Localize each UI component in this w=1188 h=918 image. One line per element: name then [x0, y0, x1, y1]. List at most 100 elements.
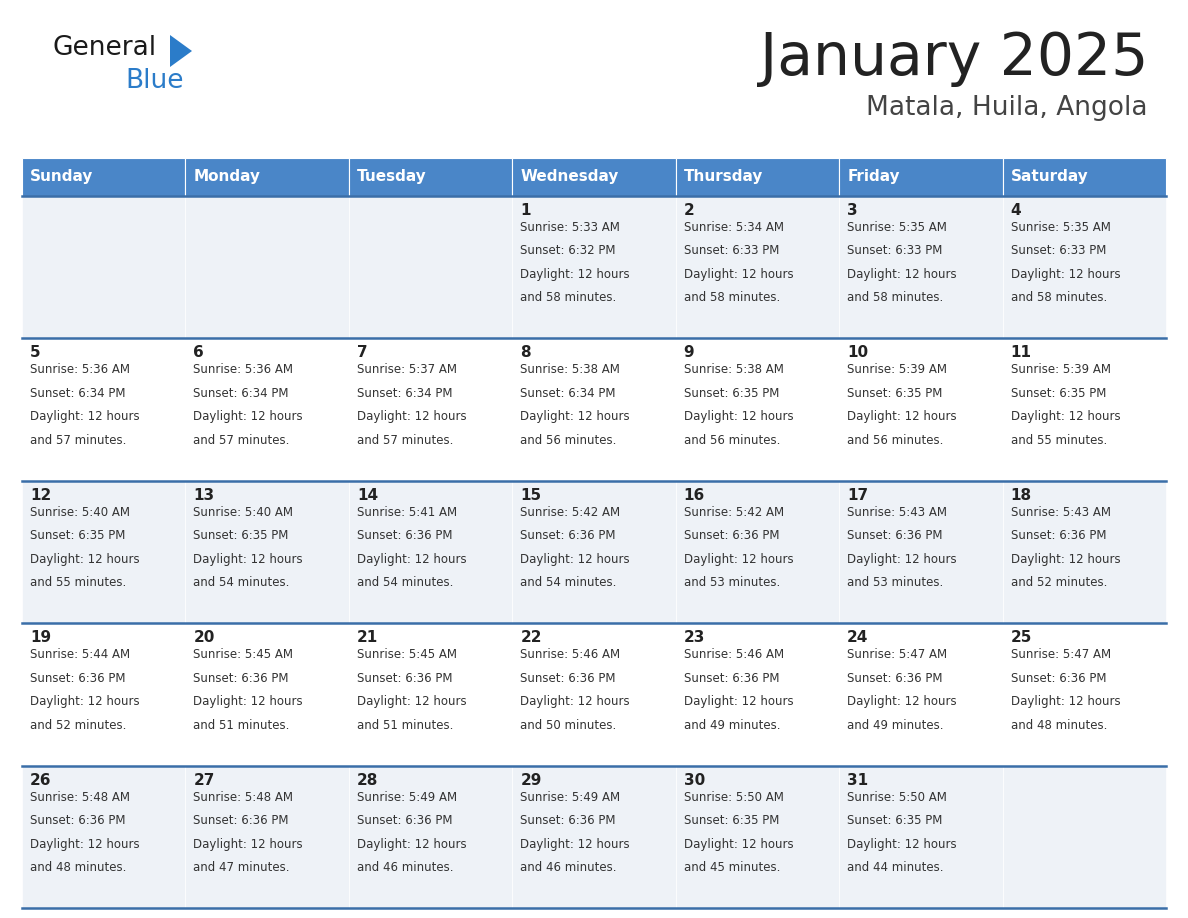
Text: 27: 27 [194, 773, 215, 788]
Text: Sunset: 6:34 PM: Sunset: 6:34 PM [356, 386, 453, 400]
Bar [512, 766, 676, 908]
Text: Daylight: 12 hours: Daylight: 12 hours [194, 695, 303, 708]
Text: Sunrise: 5:49 AM: Sunrise: 5:49 AM [356, 790, 457, 803]
Text: and 58 minutes.: and 58 minutes. [847, 292, 943, 305]
Text: Friday: Friday [847, 170, 899, 185]
Bar [839, 339, 1003, 481]
Bar [676, 766, 839, 908]
Text: 30: 30 [684, 773, 704, 788]
Text: and 54 minutes.: and 54 minutes. [194, 577, 290, 589]
Text: 25: 25 [1011, 630, 1032, 645]
Text: 4: 4 [1011, 203, 1022, 218]
Bar [1003, 339, 1165, 481]
Bar [349, 766, 512, 908]
Text: and 56 minutes.: and 56 minutes. [847, 434, 943, 447]
Text: Sunset: 6:32 PM: Sunset: 6:32 PM [520, 244, 615, 257]
Text: Sunrise: 5:41 AM: Sunrise: 5:41 AM [356, 506, 457, 519]
Text: Sunset: 6:33 PM: Sunset: 6:33 PM [684, 244, 779, 257]
Text: Daylight: 12 hours: Daylight: 12 hours [684, 837, 794, 851]
Text: Sunset: 6:33 PM: Sunset: 6:33 PM [847, 244, 942, 257]
Bar [23, 158, 185, 196]
Text: Daylight: 12 hours: Daylight: 12 hours [520, 410, 630, 423]
Text: Daylight: 12 hours: Daylight: 12 hours [684, 268, 794, 281]
Text: 21: 21 [356, 630, 378, 645]
Text: Sunrise: 5:38 AM: Sunrise: 5:38 AM [684, 364, 784, 376]
Text: Sunset: 6:36 PM: Sunset: 6:36 PM [520, 672, 615, 685]
Text: Daylight: 12 hours: Daylight: 12 hours [847, 268, 956, 281]
Text: 17: 17 [847, 487, 868, 503]
Text: and 46 minutes.: and 46 minutes. [520, 861, 617, 874]
Text: Sunset: 6:36 PM: Sunset: 6:36 PM [684, 672, 779, 685]
Text: 16: 16 [684, 487, 704, 503]
Text: and 53 minutes.: and 53 minutes. [684, 577, 781, 589]
Text: 8: 8 [520, 345, 531, 361]
Text: 5: 5 [30, 345, 40, 361]
Text: and 51 minutes.: and 51 minutes. [194, 719, 290, 732]
Text: Daylight: 12 hours: Daylight: 12 hours [847, 410, 956, 423]
Bar [23, 339, 185, 481]
Text: Daylight: 12 hours: Daylight: 12 hours [520, 695, 630, 708]
Text: Sunset: 6:35 PM: Sunset: 6:35 PM [684, 814, 779, 827]
Text: 15: 15 [520, 487, 542, 503]
Text: Daylight: 12 hours: Daylight: 12 hours [194, 410, 303, 423]
Bar [839, 196, 1003, 339]
Text: Sunrise: 5:33 AM: Sunrise: 5:33 AM [520, 221, 620, 234]
Text: Sunrise: 5:48 AM: Sunrise: 5:48 AM [30, 790, 129, 803]
Bar [23, 766, 185, 908]
Text: Sunset: 6:36 PM: Sunset: 6:36 PM [847, 530, 942, 543]
Bar [676, 481, 839, 623]
Text: 3: 3 [847, 203, 858, 218]
Text: Sunrise: 5:37 AM: Sunrise: 5:37 AM [356, 364, 457, 376]
Text: and 51 minutes.: and 51 minutes. [356, 719, 454, 732]
Text: Thursday: Thursday [684, 170, 763, 185]
Bar [676, 623, 839, 766]
Text: Sunrise: 5:43 AM: Sunrise: 5:43 AM [1011, 506, 1111, 519]
Text: and 52 minutes.: and 52 minutes. [1011, 577, 1107, 589]
Bar [185, 481, 349, 623]
Text: Sunset: 6:35 PM: Sunset: 6:35 PM [30, 530, 126, 543]
Bar [349, 481, 512, 623]
Text: Matala, Huila, Angola: Matala, Huila, Angola [866, 95, 1148, 121]
Text: 9: 9 [684, 345, 694, 361]
Text: Sunset: 6:36 PM: Sunset: 6:36 PM [356, 530, 453, 543]
Text: and 57 minutes.: and 57 minutes. [30, 434, 126, 447]
Text: Sunrise: 5:46 AM: Sunrise: 5:46 AM [684, 648, 784, 661]
Text: Sunset: 6:33 PM: Sunset: 6:33 PM [1011, 244, 1106, 257]
Text: January 2025: January 2025 [759, 30, 1148, 87]
Bar [185, 623, 349, 766]
Text: and 57 minutes.: and 57 minutes. [356, 434, 454, 447]
Bar [512, 623, 676, 766]
Text: Daylight: 12 hours: Daylight: 12 hours [356, 837, 467, 851]
Text: Sunrise: 5:50 AM: Sunrise: 5:50 AM [847, 790, 947, 803]
Text: and 44 minutes.: and 44 minutes. [847, 861, 943, 874]
Text: Sunset: 6:35 PM: Sunset: 6:35 PM [194, 530, 289, 543]
Text: Wednesday: Wednesday [520, 170, 619, 185]
Text: Sunrise: 5:38 AM: Sunrise: 5:38 AM [520, 364, 620, 376]
Bar [839, 481, 1003, 623]
Text: Daylight: 12 hours: Daylight: 12 hours [684, 410, 794, 423]
Text: Daylight: 12 hours: Daylight: 12 hours [847, 837, 956, 851]
Text: and 50 minutes.: and 50 minutes. [520, 719, 617, 732]
Bar [349, 158, 512, 196]
Text: 26: 26 [30, 773, 51, 788]
Bar [1003, 196, 1165, 339]
Bar [839, 158, 1003, 196]
Bar [349, 623, 512, 766]
Text: Sunset: 6:34 PM: Sunset: 6:34 PM [194, 386, 289, 400]
Polygon shape [170, 35, 192, 67]
Bar [23, 196, 185, 339]
Text: Sunset: 6:36 PM: Sunset: 6:36 PM [684, 530, 779, 543]
Text: 20: 20 [194, 630, 215, 645]
Text: 23: 23 [684, 630, 706, 645]
Text: Sunrise: 5:49 AM: Sunrise: 5:49 AM [520, 790, 620, 803]
Text: Sunset: 6:36 PM: Sunset: 6:36 PM [30, 814, 126, 827]
Text: 24: 24 [847, 630, 868, 645]
Text: and 47 minutes.: and 47 minutes. [194, 861, 290, 874]
Text: and 58 minutes.: and 58 minutes. [684, 292, 781, 305]
Bar [676, 158, 839, 196]
Text: Daylight: 12 hours: Daylight: 12 hours [30, 410, 140, 423]
Text: Sunset: 6:36 PM: Sunset: 6:36 PM [1011, 530, 1106, 543]
Text: Daylight: 12 hours: Daylight: 12 hours [1011, 553, 1120, 565]
Text: 7: 7 [356, 345, 367, 361]
Bar [512, 158, 676, 196]
